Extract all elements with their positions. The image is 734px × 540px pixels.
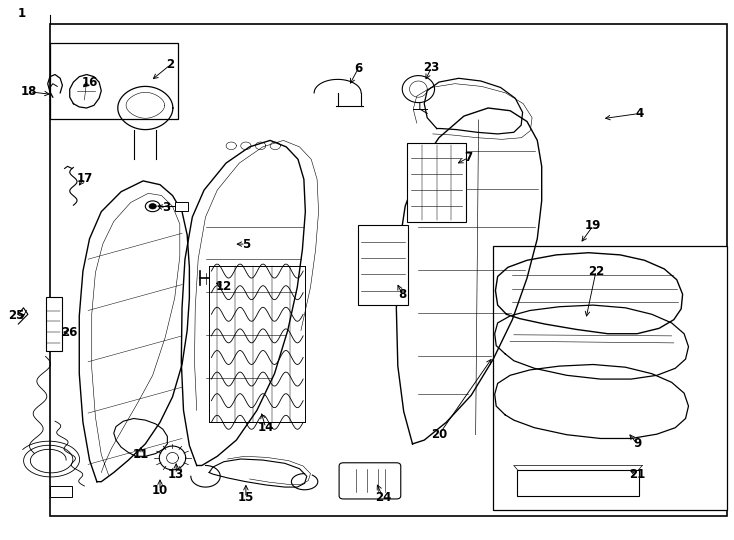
Bar — [46, 297, 62, 351]
Text: 9: 9 — [633, 437, 642, 450]
Circle shape — [149, 204, 156, 209]
Text: 23: 23 — [424, 61, 440, 74]
FancyBboxPatch shape — [339, 463, 401, 499]
Text: 17: 17 — [76, 172, 92, 185]
Text: 3: 3 — [161, 201, 170, 214]
Bar — [50, 43, 178, 119]
Text: 14: 14 — [258, 421, 274, 434]
Text: 1: 1 — [18, 7, 26, 20]
Text: 15: 15 — [238, 491, 254, 504]
Text: 5: 5 — [241, 238, 250, 251]
Text: 7: 7 — [464, 151, 473, 164]
Text: 20: 20 — [431, 428, 447, 441]
Text: 6: 6 — [354, 62, 363, 75]
Text: 16: 16 — [81, 76, 98, 89]
Text: 2: 2 — [166, 58, 175, 71]
Circle shape — [145, 201, 160, 212]
Text: 18: 18 — [21, 85, 37, 98]
Text: 12: 12 — [216, 280, 232, 293]
Bar — [358, 225, 408, 305]
Text: 19: 19 — [585, 219, 601, 232]
Text: 22: 22 — [588, 265, 604, 278]
Text: 25: 25 — [8, 309, 24, 322]
Text: 13: 13 — [168, 468, 184, 481]
Bar — [407, 143, 466, 222]
Text: 26: 26 — [62, 326, 78, 339]
Text: 4: 4 — [636, 107, 644, 120]
Text: 10: 10 — [152, 484, 168, 497]
Text: 21: 21 — [629, 468, 645, 481]
Text: 8: 8 — [398, 288, 407, 301]
Text: 11: 11 — [133, 448, 149, 461]
Text: 24: 24 — [375, 491, 391, 504]
Bar — [493, 246, 727, 510]
Bar — [175, 202, 188, 211]
Bar — [517, 470, 639, 496]
Bar — [50, 486, 72, 497]
